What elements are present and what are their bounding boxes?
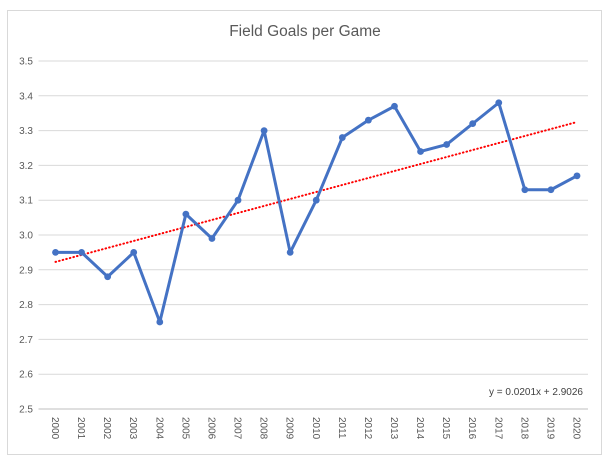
x-axis-tick-label: 2013 (388, 417, 399, 440)
data-point-marker (286, 249, 294, 256)
data-point-marker (104, 273, 112, 281)
x-axis-tick-label: 2015 (440, 417, 451, 440)
data-point-marker (234, 196, 242, 204)
y-axis-tick-label: 3.1 (19, 196, 33, 207)
x-axis-tick-label: 2009 (284, 417, 295, 440)
data-point-marker (130, 249, 138, 256)
x-axis-tick-label: 2006 (205, 417, 216, 440)
data-point-marker (365, 116, 372, 124)
y-axis-tick-label: 2.8 (19, 300, 33, 311)
y-axis-tick-label: 2.9 (19, 265, 33, 276)
y-axis-tick-label: 3.2 (19, 161, 33, 172)
y-axis-tick-label: 3.3 (19, 126, 33, 137)
y-axis-tick-label: 2.6 (19, 370, 33, 381)
data-point-marker (338, 134, 346, 141)
y-axis-tick-label: 2.7 (19, 335, 33, 346)
x-axis-tick-label: 2004 (153, 417, 164, 440)
x-axis-tick-label: 2000 (49, 417, 60, 440)
x-axis-tick-label: 2012 (362, 417, 373, 440)
x-axis-tick-label: 2017 (492, 417, 503, 440)
trendline-equation-label: y = 0.0201x + 2.9026 (489, 387, 583, 398)
data-point-marker (443, 141, 451, 148)
data-point-marker (547, 186, 555, 194)
y-axis-tick-label: 2.5 (19, 405, 33, 416)
x-axis-tick-label: 2010 (310, 417, 321, 440)
x-axis-tick-label: 2002 (101, 417, 112, 440)
x-axis-tick-label: 2011 (336, 417, 347, 439)
data-series-line (54, 101, 579, 324)
data-point-marker (417, 148, 424, 155)
data-point-marker (208, 235, 216, 242)
x-axis-tick-label: 2016 (466, 417, 477, 440)
data-point-marker (495, 99, 503, 107)
data-point-marker (78, 249, 85, 256)
data-point-marker (521, 186, 529, 194)
data-point-marker (469, 120, 477, 128)
x-axis-tick-label: 2008 (258, 417, 269, 440)
x-axis-tick-label: 2014 (414, 417, 425, 440)
x-axis-tick-label: 2003 (127, 417, 138, 440)
y-axis-tick-label: 3.0 (19, 231, 33, 242)
chart-title: Field Goals per Game (229, 23, 381, 40)
data-point-marker (260, 127, 268, 134)
data-point-marker (312, 196, 320, 204)
data-point-marker (391, 102, 398, 110)
data-point-marker (573, 172, 581, 180)
trendline (54, 121, 578, 263)
x-axis-tick-label: 2005 (179, 417, 190, 440)
x-axis-tick-label: 2018 (518, 417, 529, 440)
x-axis-tick-label: 2001 (75, 417, 86, 440)
y-axis-tick-label: 3.5 (19, 57, 33, 68)
data-point-marker (156, 318, 164, 326)
y-axis-tick-label: 3.4 (19, 91, 33, 102)
x-axis-tick-label: 2007 (232, 417, 243, 440)
x-axis-tick-label: 2019 (544, 417, 555, 440)
data-point-marker (52, 249, 59, 256)
x-axis-tick-label: 2020 (571, 417, 582, 440)
data-point-marker (182, 210, 190, 218)
